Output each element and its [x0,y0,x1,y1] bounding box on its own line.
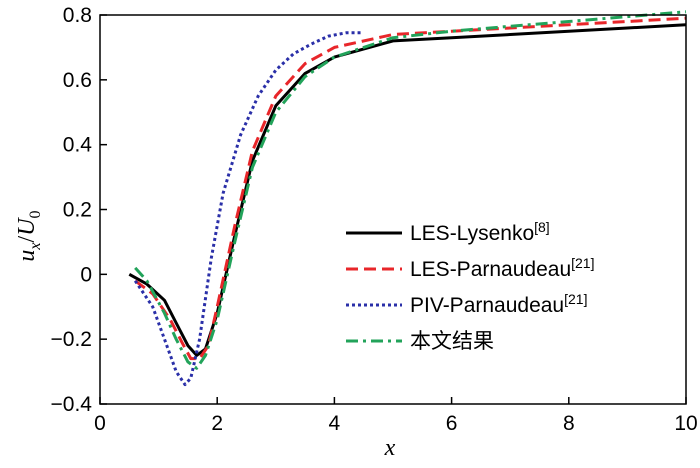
series-line-4 [134,10,687,370]
legend-label-1: LES-Lysenko[8] [410,219,550,245]
y-axis-label-main: u [14,250,40,262]
y-tick-label: −0.4 [51,393,93,416]
series-line-3 [133,31,361,387]
x-tick-label: 6 [446,412,458,435]
y-tick-label: 0.8 [63,4,92,27]
axes: 0 2 4 6 8 10 −0.4 −0.2 0 0.2 0.4 0.6 0.8 [51,4,698,435]
x-tick-label: 2 [211,412,223,435]
y-axis-label-sep: / [14,235,40,242]
y-axis-label-sub: x [27,242,44,250]
x-tick-label: 0 [94,412,106,435]
legend-label-3: PIV-Parnaudeau[21] [410,291,587,317]
y-axis-label-den: U [14,217,40,236]
x-tick-label: 10 [674,412,697,435]
series-line-2 [134,16,687,361]
y-tick-label: 0 [80,263,92,286]
x-tick-label: 4 [329,412,341,435]
legend: LES-Lysenko[8] LES-Parnaudeau[21] PIV-Parn… [346,219,594,353]
x-tick-label: 8 [563,412,575,435]
y-tick-label: −0.2 [51,328,92,351]
axis-labels: x ux/U0 [14,210,396,461]
y-tick-label: 0.6 [63,69,92,92]
plot-lines [128,10,687,387]
legend-label-2: LES-Parnaudeau[21] [410,255,594,281]
y-tick-label: 0.4 [63,134,93,157]
x-axis-label: x [384,435,396,461]
y-tick-label: 0.2 [63,199,92,222]
y-axis-label: ux/U0 [14,210,44,261]
legend-label-4: 本文结果 [410,330,494,353]
y-axis-label-den-sub: 0 [27,210,44,218]
series-line-1 [128,23,687,357]
